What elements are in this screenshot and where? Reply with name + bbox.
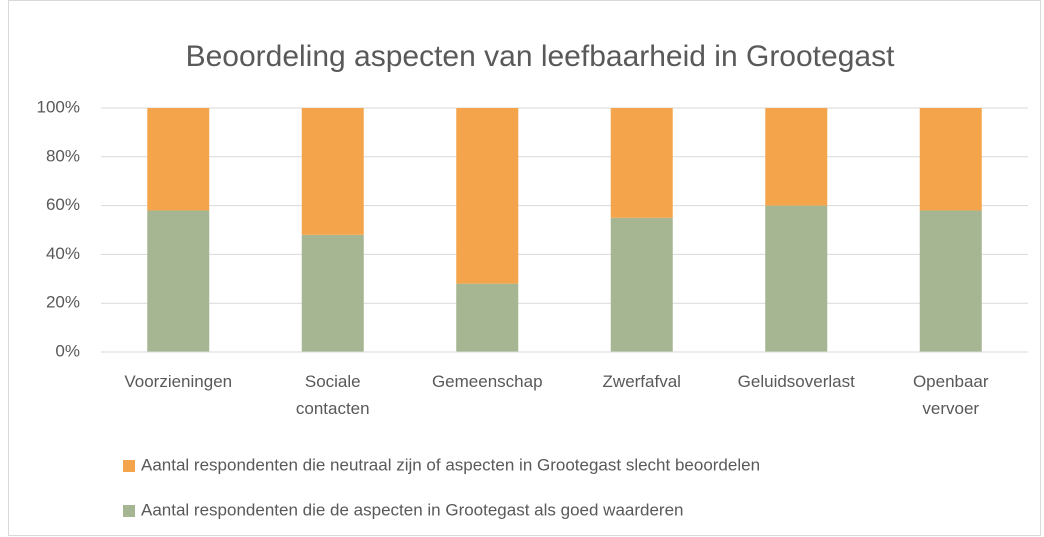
x-tick-label: Geluidsoverlast [738, 372, 855, 391]
bar-segment [610, 108, 673, 218]
legend-swatch [123, 505, 135, 517]
x-tick-label: Openbaar vervoer [913, 372, 989, 418]
bar-segment [919, 108, 982, 211]
bar-segment [456, 283, 519, 352]
x-tick-label: Voorzieningen [124, 372, 232, 391]
bar-segment [765, 108, 828, 206]
y-tick-label: 40% [46, 244, 80, 263]
bar-segment [765, 205, 828, 352]
x-tick-label: Gemeenschap [432, 372, 543, 391]
chart-title: Beoordeling aspecten van leefbaarheid in… [186, 40, 895, 73]
bar-segment [147, 108, 210, 211]
legend-swatch [123, 460, 135, 472]
bar-segment [610, 217, 673, 352]
bar-segment [919, 210, 982, 352]
bar-segment [301, 108, 364, 235]
x-tick-label: Zwerfafval [603, 372, 681, 391]
legend-label: Aantal respondenten die neutraal zijn of… [141, 455, 760, 474]
x-tick-label: Sociale contacten [296, 372, 370, 418]
y-tick-label: 60% [46, 195, 80, 214]
bar-segment [147, 210, 210, 352]
bar-segment [456, 108, 519, 284]
y-tick-label: 100% [37, 97, 80, 116]
legend-label: Aantal respondenten die de aspecten in G… [141, 500, 684, 519]
y-tick-label: 80% [46, 146, 80, 165]
bar-segment [301, 234, 364, 352]
y-tick-label: 0% [55, 341, 80, 360]
y-tick-label: 20% [46, 293, 80, 312]
